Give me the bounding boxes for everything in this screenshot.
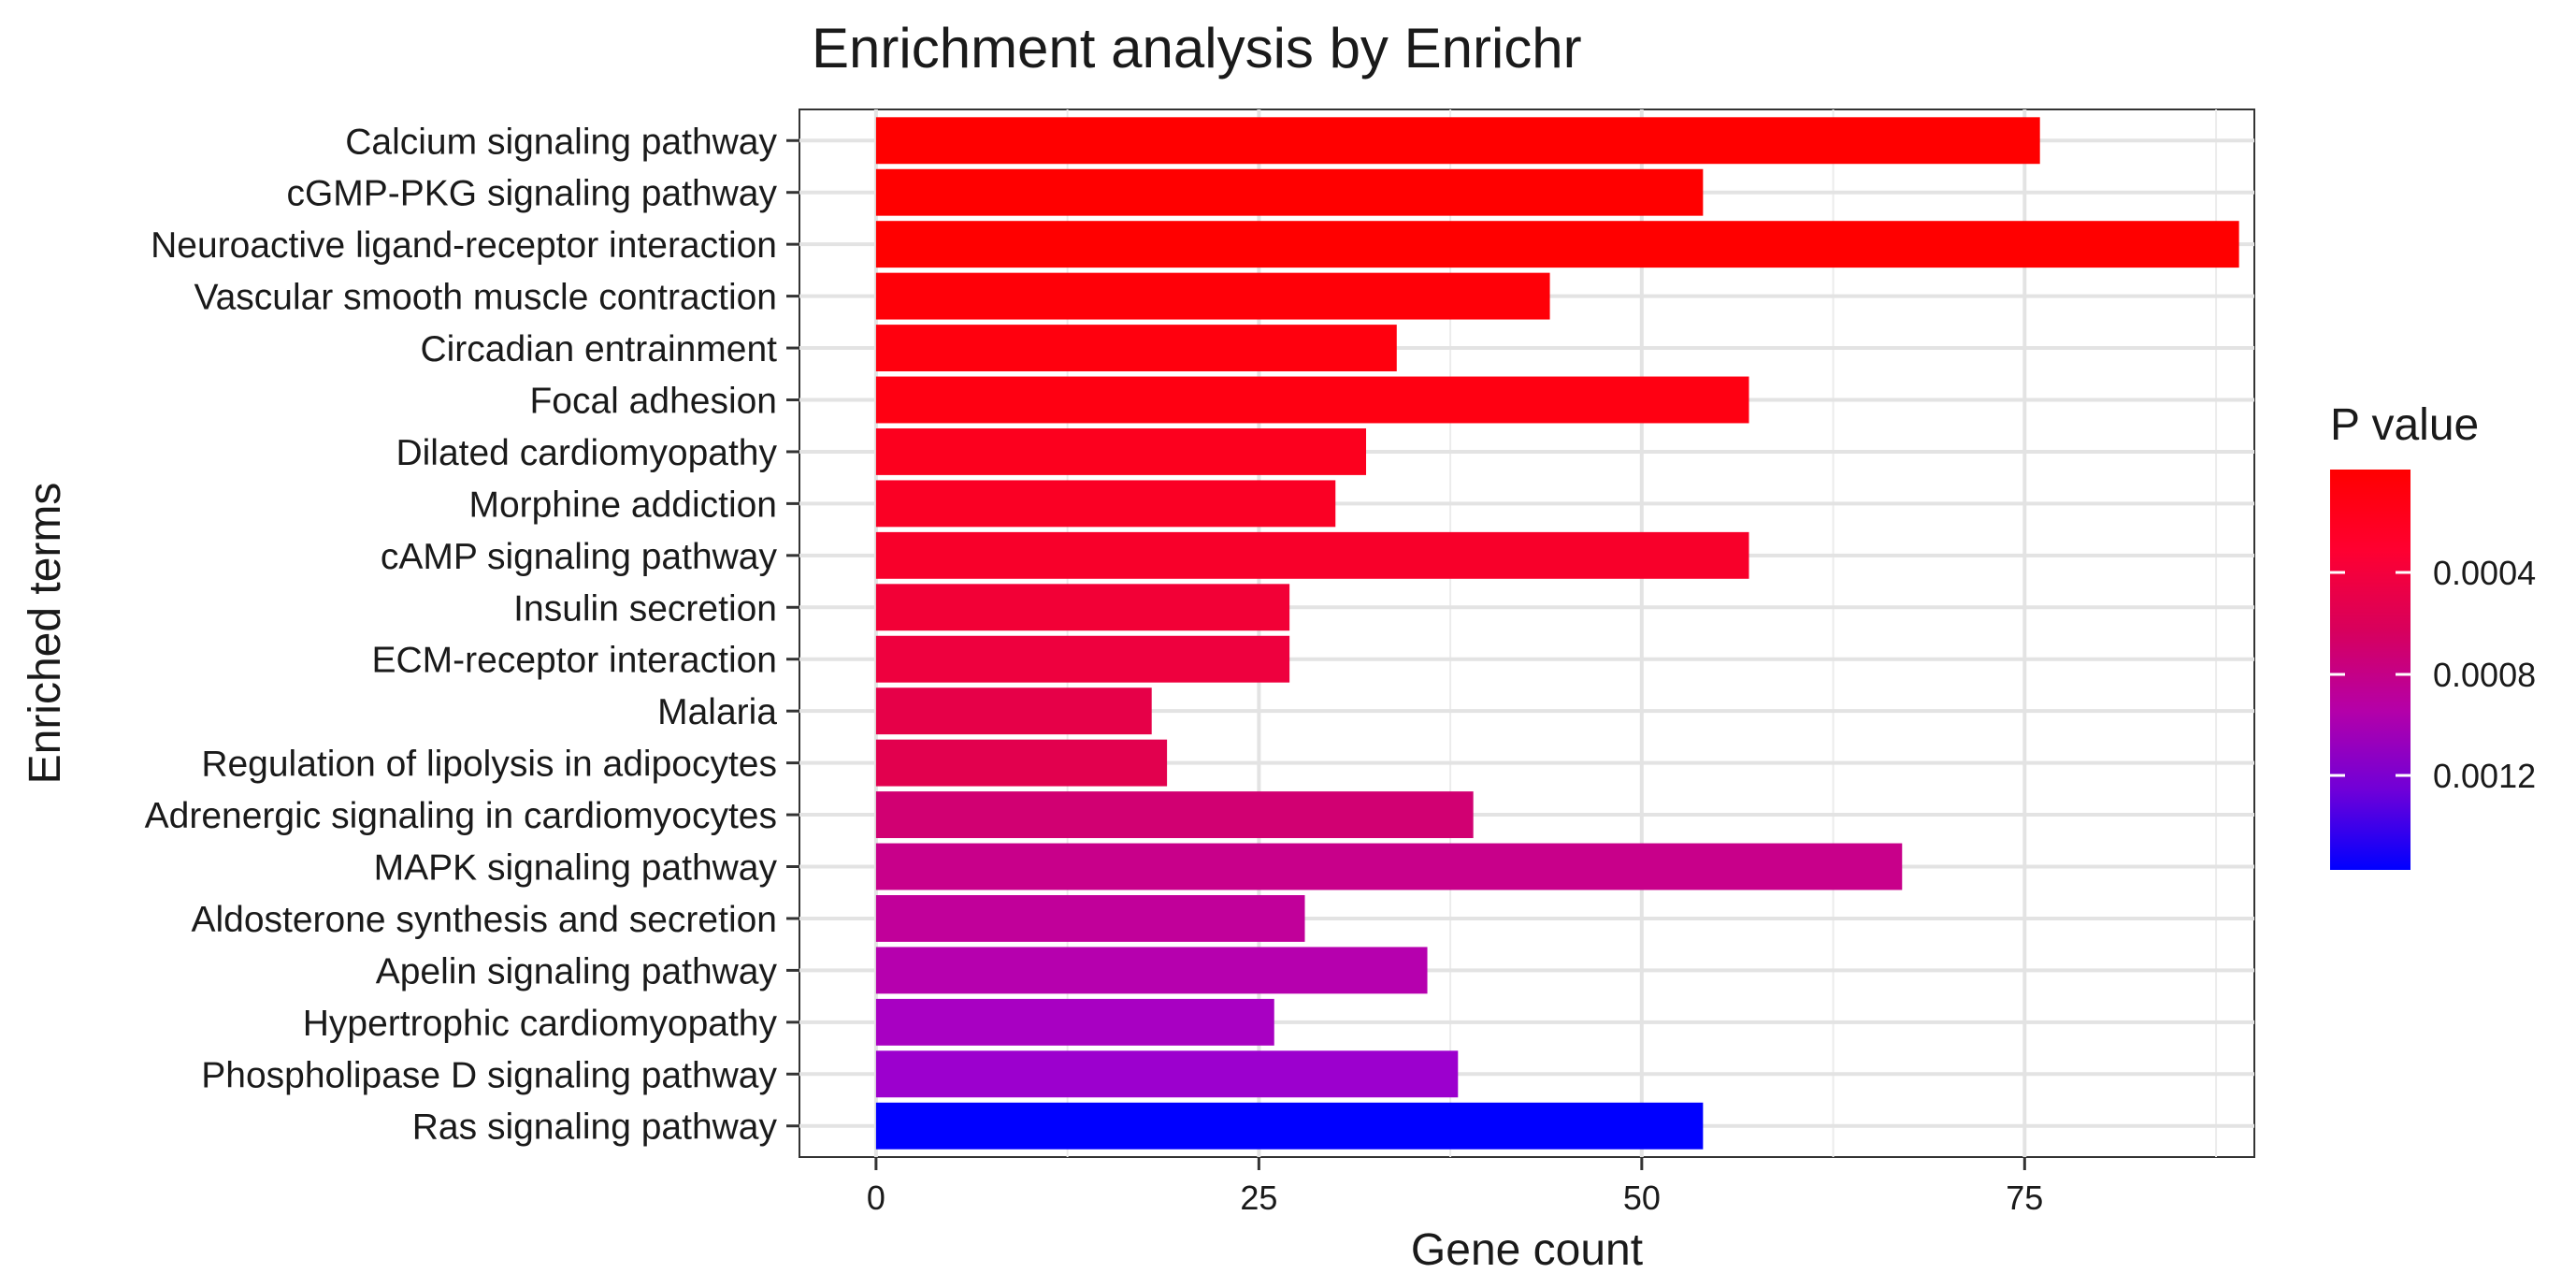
bar bbox=[875, 584, 1290, 631]
y-tick-label: Neuroactive ligand-receptor interaction bbox=[151, 225, 777, 266]
legend-ticks: 0.0004 0.0008 0.0012 bbox=[2330, 554, 2536, 795]
y-tick-label: Insulin secretion bbox=[513, 588, 777, 629]
bar bbox=[875, 1102, 1704, 1150]
y-tick-label: Morphine addiction bbox=[468, 485, 777, 525]
y-tick-label: MAPK signaling pathway bbox=[374, 848, 778, 889]
bar bbox=[875, 895, 1305, 942]
legend-title: P value bbox=[2330, 400, 2479, 450]
y-tick-label: ECM-receptor interaction bbox=[372, 641, 778, 681]
bar bbox=[875, 739, 1168, 787]
bar bbox=[875, 168, 1704, 216]
y-tick-label: Vascular smooth muscle contraction bbox=[194, 278, 777, 318]
x-axis: 0 25 50 75 bbox=[867, 1157, 2043, 1217]
y-tick-label: Focal adhesion bbox=[529, 381, 777, 421]
bar bbox=[875, 531, 1749, 579]
y-tick-label: Apelin signaling pathway bbox=[376, 951, 778, 991]
bar bbox=[875, 325, 1397, 371]
legend-label: 0.0004 bbox=[2433, 554, 2536, 592]
legend-label: 0.0012 bbox=[2433, 757, 2536, 795]
y-tick-label: Hypertrophic cardiomyopathy bbox=[303, 1004, 778, 1044]
bar bbox=[875, 635, 1290, 683]
x-tick-label: 75 bbox=[2006, 1179, 2043, 1217]
bar bbox=[875, 272, 1550, 320]
x-tick-label: 0 bbox=[867, 1179, 885, 1217]
y-tick-label: Adrenergic signaling in cardiomyocytes bbox=[145, 796, 777, 836]
bar bbox=[875, 117, 2040, 165]
y-tick-label: Calcium signaling pathway bbox=[345, 122, 777, 162]
x-tick-label: 25 bbox=[1240, 1179, 1277, 1217]
y-tick-label: Circadian entrainment bbox=[420, 329, 777, 369]
x-axis-title: Gene count bbox=[1411, 1225, 1643, 1275]
bar bbox=[875, 221, 2239, 268]
plot-panel bbox=[799, 109, 2255, 1158]
y-tick-label: Malaria bbox=[657, 692, 777, 732]
y-tick-label: Regulation of lipolysis in adipocytes bbox=[201, 745, 777, 785]
y-tick-label: Dilated cardiomyopathy bbox=[396, 433, 777, 473]
legend: P value 0.0004 0.0008 0.0012 bbox=[2330, 400, 2536, 870]
bar bbox=[875, 998, 1274, 1046]
bar bbox=[875, 427, 1367, 475]
x-tick-label: 50 bbox=[1623, 1179, 1661, 1217]
legend-colorbar bbox=[2330, 470, 2411, 870]
bar bbox=[875, 843, 1903, 890]
y-axis: Calcium signaling pathway cGMP-PKG signal… bbox=[145, 122, 799, 1148]
y-tick-label: Aldosterone synthesis and secretion bbox=[191, 900, 777, 940]
bar bbox=[875, 687, 1152, 735]
y-tick-label: Ras signaling pathway bbox=[412, 1107, 778, 1148]
legend-label: 0.0008 bbox=[2433, 656, 2536, 694]
y-tick-label: Phospholipase D signaling pathway bbox=[201, 1055, 777, 1095]
y-tick-label: cGMP-PKG signaling pathway bbox=[286, 174, 777, 214]
bar bbox=[875, 791, 1474, 839]
chart-title: Enrichment analysis by Enrichr bbox=[812, 17, 1582, 80]
bar bbox=[875, 376, 1749, 424]
bar bbox=[875, 1050, 1459, 1098]
bars bbox=[875, 117, 2239, 1150]
y-axis-title: Enriched terms bbox=[21, 483, 70, 785]
bar bbox=[875, 947, 1428, 994]
bar bbox=[875, 480, 1336, 528]
y-tick-label: cAMP signaling pathway bbox=[381, 537, 778, 577]
